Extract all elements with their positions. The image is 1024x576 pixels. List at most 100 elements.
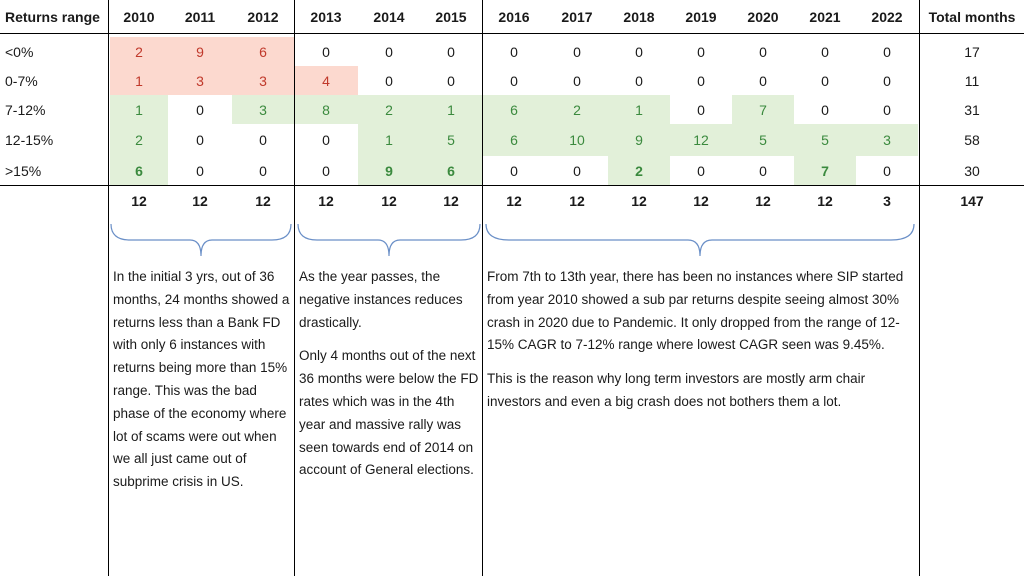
column-total: 12 [693,193,709,209]
value-cell: 3 [232,66,294,95]
column-total: 12 [755,193,771,209]
divider-3 [482,0,483,576]
value-cell: 0 [322,43,330,60]
brace-2016-2022 [485,223,915,257]
value-cell: 6 [420,156,482,185]
value-cell: 0 [196,101,204,118]
note-2010-2012-text: In the initial 3 yrs, out of 36 months, … [113,269,290,490]
value-cell: 0 [883,72,891,89]
note-2010-2012: In the initial 3 yrs, out of 36 months, … [113,266,293,494]
year-header-2010: 2010 [123,9,155,25]
column-total: 12 [569,193,585,209]
column-total: 12 [318,193,334,209]
value-cell: 0 [759,72,767,89]
range-label: 7-12% [5,101,46,118]
value-cell: 4 [294,66,358,95]
value-cell: 9 [168,37,232,66]
value-cell: 0 [573,72,581,89]
column-total: 12 [192,193,208,209]
value-cell: 0 [510,43,518,60]
column-total: 12 [443,193,459,209]
year-header-2019: 2019 [685,9,717,25]
value-cell: 0 [635,43,643,60]
range-label: 12-15% [5,132,54,148]
year-header-2013: 2013 [310,9,342,25]
value-cell: 0 [196,132,204,148]
value-cell: 0 [697,72,705,89]
value-cell: 2 [546,95,608,124]
value-cell: 1 [358,124,420,156]
value-cell: 9 [358,156,420,185]
range-label: 0-7% [5,72,38,89]
note-2016-2022: From 7th to 13th year, there has been no… [487,266,915,414]
value-cell: 0 [385,43,393,60]
year-header-2012: 2012 [247,9,279,25]
value-cell: 3 [168,66,232,95]
value-cell: 7 [732,95,794,124]
value-cell: 0 [510,162,518,179]
value-cell: 10 [546,124,608,156]
value-cell: 0 [697,162,705,179]
total-months-header: Total months [928,9,1016,25]
value-cell: 0 [573,43,581,60]
divider-4 [919,0,920,576]
value-cell: 0 [821,72,829,89]
value-cell: 0 [259,132,267,148]
divider-2 [294,0,295,576]
value-cell: 0 [447,43,455,60]
value-cell: 5 [732,124,794,156]
value-cell: 0 [883,43,891,60]
value-cell: 8 [294,95,358,124]
value-cell: 5 [420,124,482,156]
value-cell: 0 [883,101,891,118]
value-cell: 0 [697,43,705,60]
value-cell: 0 [697,101,705,118]
column-total: 3 [883,193,891,209]
column-total: 12 [131,193,147,209]
value-cell: 3 [856,124,918,156]
header-rule [0,33,1024,34]
body-rule [0,185,1024,186]
year-header-2017: 2017 [561,9,593,25]
value-cell: 0 [510,72,518,89]
value-cell: 2 [608,156,670,185]
value-cell: 3 [232,95,294,124]
value-cell: 0 [759,162,767,179]
value-cell: 6 [110,156,168,185]
row-total: 17 [964,43,980,60]
brace-2010-2012 [110,223,292,257]
note-2013-2015-text-1: As the year passes, the negative instanc… [299,269,463,330]
value-cell: 0 [322,132,330,148]
value-cell: 0 [196,162,204,179]
value-cell: 2 [110,124,168,156]
value-cell: 0 [385,72,393,89]
note-2016-2022-text-1: From 7th to 13th year, there has been no… [487,269,904,353]
divider-1 [108,0,109,576]
value-cell: 0 [759,43,767,60]
value-cell: 6 [482,124,546,156]
note-2016-2022-text-2: This is the reason why long term investo… [487,371,866,409]
value-cell: 1 [608,95,670,124]
row-total: 11 [964,72,980,89]
value-cell: 1 [110,95,168,124]
column-total: 12 [255,193,271,209]
year-header-2011: 2011 [184,9,216,25]
note-2013-2015: As the year passes, the negative instanc… [299,266,479,482]
value-cell: 0 [635,72,643,89]
year-header-2018: 2018 [623,9,655,25]
column-total: 12 [817,193,833,209]
value-cell: 9 [608,124,670,156]
row-total: 30 [964,162,980,179]
range-label: <0% [5,43,34,60]
value-cell: 0 [447,72,455,89]
value-cell: 0 [322,162,330,179]
value-cell: 2 [358,95,420,124]
row-total: 58 [964,132,980,148]
value-cell: 12 [670,124,732,156]
year-header-2021: 2021 [809,9,841,25]
value-cell: 0 [821,101,829,118]
column-total: 12 [506,193,522,209]
value-cell: 0 [573,162,581,179]
column-total: 12 [631,193,647,209]
